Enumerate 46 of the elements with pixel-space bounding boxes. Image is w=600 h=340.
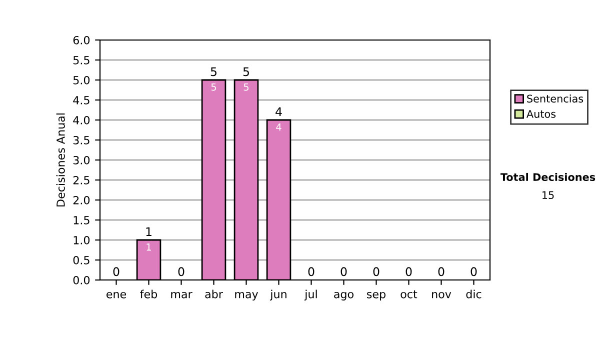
y-tick-label: 3.5 — [73, 136, 90, 144]
total-label: 0 — [373, 267, 380, 276]
total-label: 5 — [243, 67, 249, 76]
y-tick-label: 0.5 — [73, 256, 90, 264]
x-tick-label: ene — [106, 292, 126, 298]
y-tick-label: 4.5 — [73, 96, 90, 104]
total-label: 0 — [470, 267, 477, 276]
y-tick-label: 0.0 — [73, 276, 90, 284]
y-tick-label: 3.0 — [73, 156, 90, 164]
data-label: 4 — [276, 124, 282, 131]
data-label: 1 — [146, 244, 151, 251]
y-tick-label: 4.0 — [73, 116, 90, 124]
total-label: 0 — [406, 267, 412, 276]
y-tick-label: 1.0 — [74, 236, 90, 244]
y-tick-label: 5.5 — [73, 56, 90, 64]
x-tick-label: dic — [466, 290, 482, 298]
total-label: 0 — [178, 267, 184, 276]
legend-label: Sentencias — [527, 94, 584, 103]
data-label: 5 — [244, 84, 248, 91]
y-tick-label: 1.5 — [74, 216, 90, 224]
data-label: 5 — [211, 84, 216, 91]
x-tick-label: abr — [205, 290, 223, 298]
total-label: 0 — [308, 267, 314, 276]
x-tick-label: mar — [171, 292, 192, 298]
total-label: 1 — [146, 227, 152, 236]
x-tick-label: may — [235, 292, 258, 300]
x-tick-label: nov — [432, 292, 452, 298]
total-label: 4 — [276, 107, 282, 116]
y-tick-label: 2.5 — [73, 176, 90, 184]
x-tick-label: sep — [367, 292, 386, 300]
total-label: 5 — [210, 67, 216, 76]
x-tick-label: ago — [334, 292, 354, 300]
y-tick-label: 5.0 — [73, 76, 90, 84]
total-label: 0 — [438, 267, 444, 276]
y-axis-title: Decisiones Anual — [56, 114, 65, 206]
total-label: 0 — [113, 267, 120, 276]
total-label: 0 — [340, 267, 347, 276]
x-tick-label: oct — [400, 290, 418, 298]
text: Total Decisiones — [500, 172, 596, 182]
y-tick-label: 6.0 — [73, 36, 90, 44]
x-tick-label: feb — [140, 290, 158, 298]
x-tick-label: jun — [270, 290, 286, 300]
text: 15 — [542, 191, 554, 200]
x-tick-label: jul — [304, 290, 317, 300]
legend-label: Autos — [526, 110, 556, 118]
y-tick-label: 2.0 — [73, 196, 90, 204]
